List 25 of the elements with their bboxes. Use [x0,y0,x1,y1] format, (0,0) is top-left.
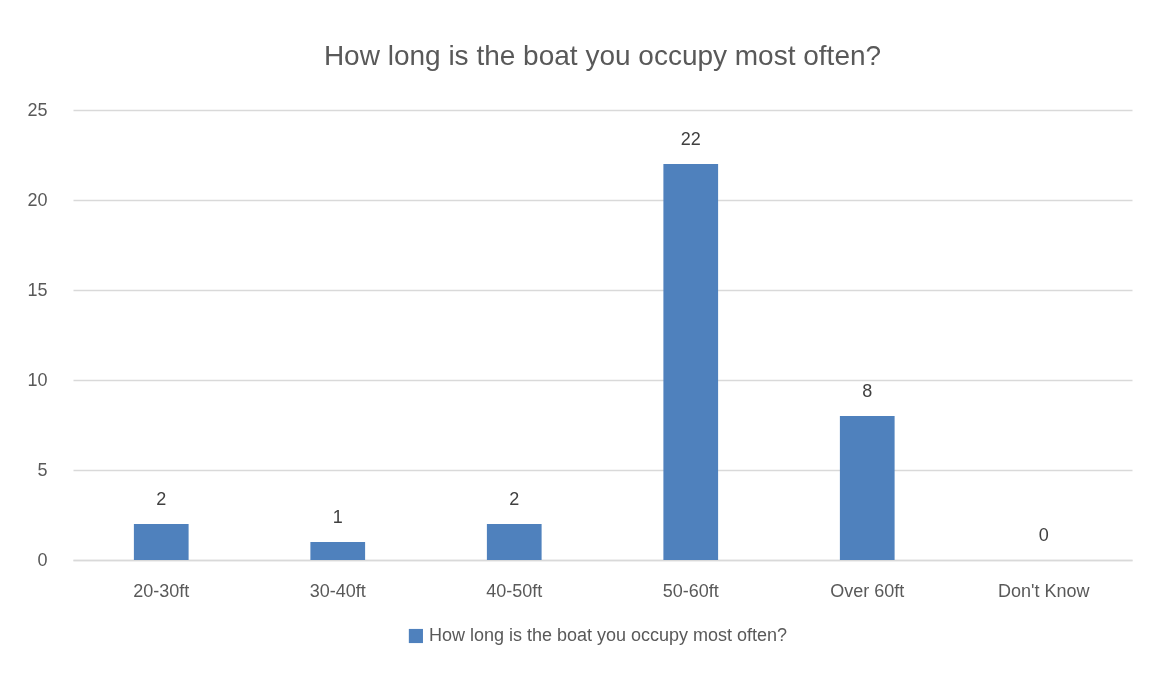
x-tick-label: Don't Know [998,580,1091,601]
chart-title: How long is the boat you occupy most often? [323,40,882,71]
legend-label: How long is the boat you occupy most often? [428,625,788,645]
bar [839,416,895,560]
x-tick-label: 30-40ft [309,580,366,601]
x-tick-label: 40-50ft [486,580,543,601]
y-tick-label: 10 [27,369,48,390]
data-label: 2 [156,489,167,509]
y-tick-label: 20 [27,189,48,210]
data-label: 1 [332,507,343,527]
y-tick-label: 5 [37,459,48,480]
x-tick-label: 50-60ft [662,580,719,601]
bar [663,164,719,560]
x-tick-label: Over 60ft [830,580,905,601]
bar [310,542,366,560]
data-label: 8 [862,381,873,401]
data-label: 0 [1038,525,1049,545]
y-tick-label: 0 [37,549,48,570]
data-label: 22 [680,129,701,149]
x-tick-label: 20-30ft [133,580,190,601]
bar [486,524,542,560]
y-tick-label: 25 [27,99,48,120]
data-label: 2 [509,489,520,509]
bar [133,524,189,560]
y-tick-label: 15 [27,279,48,300]
